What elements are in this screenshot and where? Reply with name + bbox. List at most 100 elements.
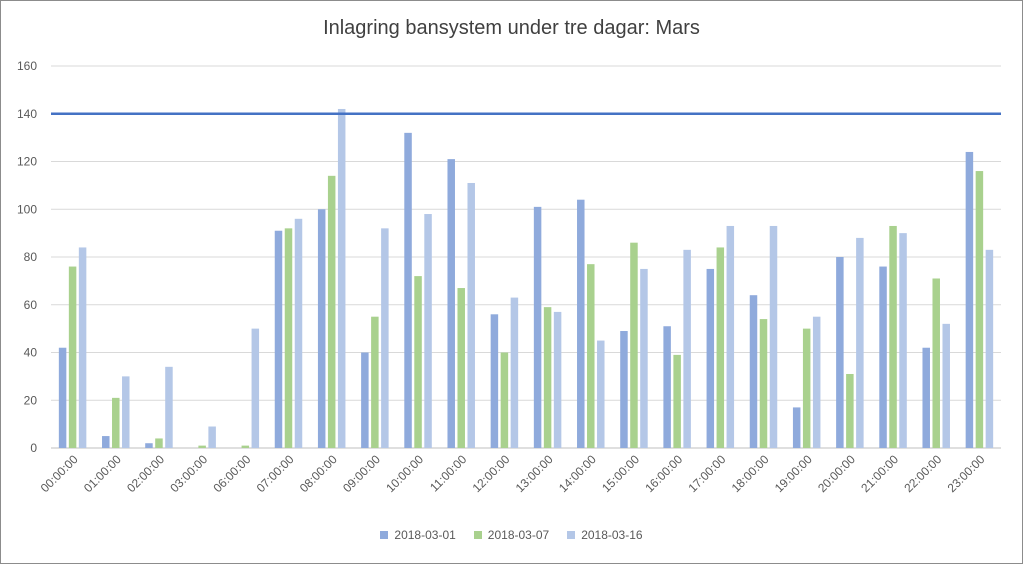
x-tick-label: 07:00:00 <box>254 452 297 495</box>
bar <box>577 199 585 448</box>
bar <box>812 316 821 448</box>
bar <box>879 266 887 448</box>
bar <box>889 225 897 448</box>
x-tick-label: 17:00:00 <box>686 452 729 495</box>
x-tick-label: 21:00:00 <box>858 452 901 495</box>
bar <box>241 445 250 448</box>
bar <box>846 373 854 448</box>
x-tick-label: 02:00:00 <box>124 452 167 495</box>
bar <box>597 340 605 448</box>
x-tick-label: 18:00:00 <box>729 452 772 495</box>
bar <box>965 151 974 448</box>
x-tick-label: 09:00:00 <box>340 452 383 495</box>
legend-label: 2018-03-16 <box>581 528 643 542</box>
x-tick-label: 16:00:00 <box>642 452 685 495</box>
bar <box>327 175 336 448</box>
bar <box>620 331 628 448</box>
x-tick-label: 22:00:00 <box>901 452 944 495</box>
x-tick-label: 12:00:00 <box>470 452 513 495</box>
y-tick-label: 140 <box>17 107 37 121</box>
bar <box>922 347 930 448</box>
bar <box>759 319 768 448</box>
x-tick-label: 13:00:00 <box>513 452 556 495</box>
bar <box>78 247 87 448</box>
bar <box>663 326 671 448</box>
x-tick-label: 03:00:00 <box>167 452 210 495</box>
bar <box>424 214 432 448</box>
bar <box>802 328 811 448</box>
bar <box>836 257 844 448</box>
x-tick-label: 20:00:00 <box>815 452 858 495</box>
bar <box>404 132 412 448</box>
legend-label: 2018-03-01 <box>394 528 456 542</box>
bar <box>447 159 455 449</box>
bar <box>198 445 206 448</box>
bar <box>490 314 499 448</box>
bar <box>102 436 110 448</box>
x-tick-label: 19:00:00 <box>772 452 815 495</box>
bar <box>985 249 994 448</box>
bar <box>371 316 379 448</box>
bar <box>716 247 725 448</box>
bar <box>414 276 422 448</box>
bar <box>317 209 326 448</box>
x-tick-label: 00:00:00 <box>38 452 81 495</box>
legend-swatch <box>473 531 482 539</box>
y-tick-label: 60 <box>24 298 38 312</box>
bar <box>769 225 778 448</box>
y-tick-label: 0 <box>30 441 37 455</box>
x-tick-label: 11:00:00 <box>427 452 470 495</box>
y-tick-label: 100 <box>17 202 37 216</box>
bar <box>587 264 595 448</box>
legend-item: 2018-03-16 <box>567 528 643 542</box>
bar <box>683 249 691 448</box>
bar <box>284 228 293 448</box>
x-tick-label: 15:00:00 <box>599 452 642 495</box>
x-tick-label: 06:00:00 <box>211 452 254 495</box>
bar <box>500 352 509 448</box>
bar <box>251 328 260 448</box>
bar <box>543 307 552 448</box>
legend-item: 2018-03-01 <box>380 528 456 542</box>
bar <box>274 230 283 448</box>
bar <box>467 182 475 449</box>
x-tick-label: 23:00:00 <box>945 452 988 495</box>
bar <box>381 228 389 448</box>
bar <box>640 268 648 448</box>
bar <box>553 311 562 448</box>
x-tick-label: 08:00:00 <box>297 452 340 495</box>
bar <box>361 352 369 448</box>
bar <box>932 278 940 448</box>
bar <box>155 438 163 448</box>
bar <box>942 323 950 448</box>
bar <box>112 397 120 448</box>
bar <box>165 366 173 448</box>
x-tick-label: 10:00:00 <box>383 452 426 495</box>
bar <box>58 347 67 448</box>
chart-title: Inlagring bansystem under tre dagar: Mar… <box>323 17 700 39</box>
y-tick-label: 20 <box>24 393 38 407</box>
bar <box>337 108 346 448</box>
x-tick-label: 01:00:00 <box>81 452 124 495</box>
y-tick-label: 40 <box>24 346 38 360</box>
bar <box>749 295 758 448</box>
bar <box>706 268 715 448</box>
legend-swatch <box>567 531 576 539</box>
y-tick-label: 120 <box>17 155 37 169</box>
bar <box>294 218 303 448</box>
bar <box>899 233 907 448</box>
bar <box>673 354 681 448</box>
y-tick-label: 80 <box>24 250 38 264</box>
bar <box>510 297 519 448</box>
legend-swatch <box>380 531 389 539</box>
bar <box>208 426 216 448</box>
bar <box>533 206 542 448</box>
x-tick-label: 14:00:00 <box>556 452 599 495</box>
bar <box>457 288 465 448</box>
bar <box>792 407 801 448</box>
bar <box>726 225 735 448</box>
bar <box>856 237 864 448</box>
legend-label: 2018-03-07 <box>487 528 550 542</box>
y-tick-label: 160 <box>17 59 37 73</box>
